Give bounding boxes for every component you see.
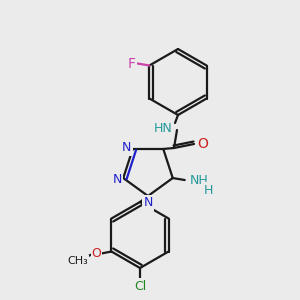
Text: N: N bbox=[143, 196, 153, 209]
Text: F: F bbox=[128, 56, 135, 70]
Text: H: H bbox=[204, 184, 213, 196]
Text: Cl: Cl bbox=[134, 280, 146, 292]
Text: N: N bbox=[112, 172, 122, 185]
Text: O: O bbox=[92, 247, 101, 260]
Text: CH₃: CH₃ bbox=[67, 256, 88, 266]
Text: O: O bbox=[198, 137, 208, 151]
Text: HN: HN bbox=[154, 122, 172, 134]
Text: NH: NH bbox=[189, 173, 208, 187]
Text: N: N bbox=[122, 142, 131, 154]
